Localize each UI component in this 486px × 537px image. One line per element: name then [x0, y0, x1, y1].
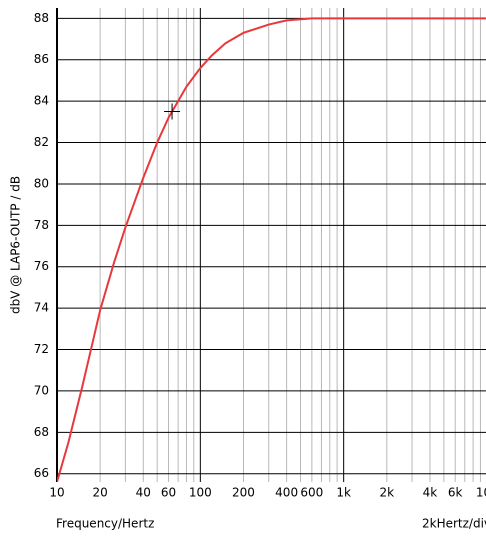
x-tick-label: 40	[136, 486, 151, 500]
x-tick-label: 20	[93, 486, 108, 500]
x-scale-note: 2kHertz/div	[422, 517, 486, 531]
x-axis-label: Frequency/Hertz	[56, 517, 154, 531]
y-tick-label: 84	[34, 94, 49, 108]
x-tick-label: 10k	[476, 486, 486, 500]
y-tick-label: 78	[34, 218, 49, 232]
y-tick-label: 86	[34, 52, 49, 66]
y-tick-label: 70	[34, 383, 49, 397]
y-axis-label: dbV @ LAP6-OUTP / dB	[9, 176, 23, 314]
curve	[57, 17, 486, 482]
y-tick-label: 72	[34, 342, 49, 356]
x-tick-label: 100	[189, 486, 212, 500]
y-tick-label: 80	[34, 176, 49, 190]
x-tick-label: 2k	[380, 486, 395, 500]
x-tick-label: 1k	[336, 486, 351, 500]
x-tick-label: 10	[49, 486, 64, 500]
y-tick-label: 66	[34, 466, 49, 480]
y-tick-label: 82	[34, 135, 49, 149]
x-tick-label: 200	[232, 486, 255, 500]
x-tick-label: 600	[300, 486, 323, 500]
x-tick-label: 400	[275, 486, 298, 500]
y-tick-label: 74	[34, 301, 49, 315]
cursor	[164, 103, 181, 120]
y-tick-label: 76	[34, 259, 49, 273]
x-tick-label: 6k	[448, 486, 463, 500]
x-tick-label: 60	[161, 486, 176, 500]
x-tick-label: 4k	[423, 486, 438, 500]
y-tick-label: 68	[34, 425, 49, 439]
y-tick-label: 88	[34, 11, 49, 25]
